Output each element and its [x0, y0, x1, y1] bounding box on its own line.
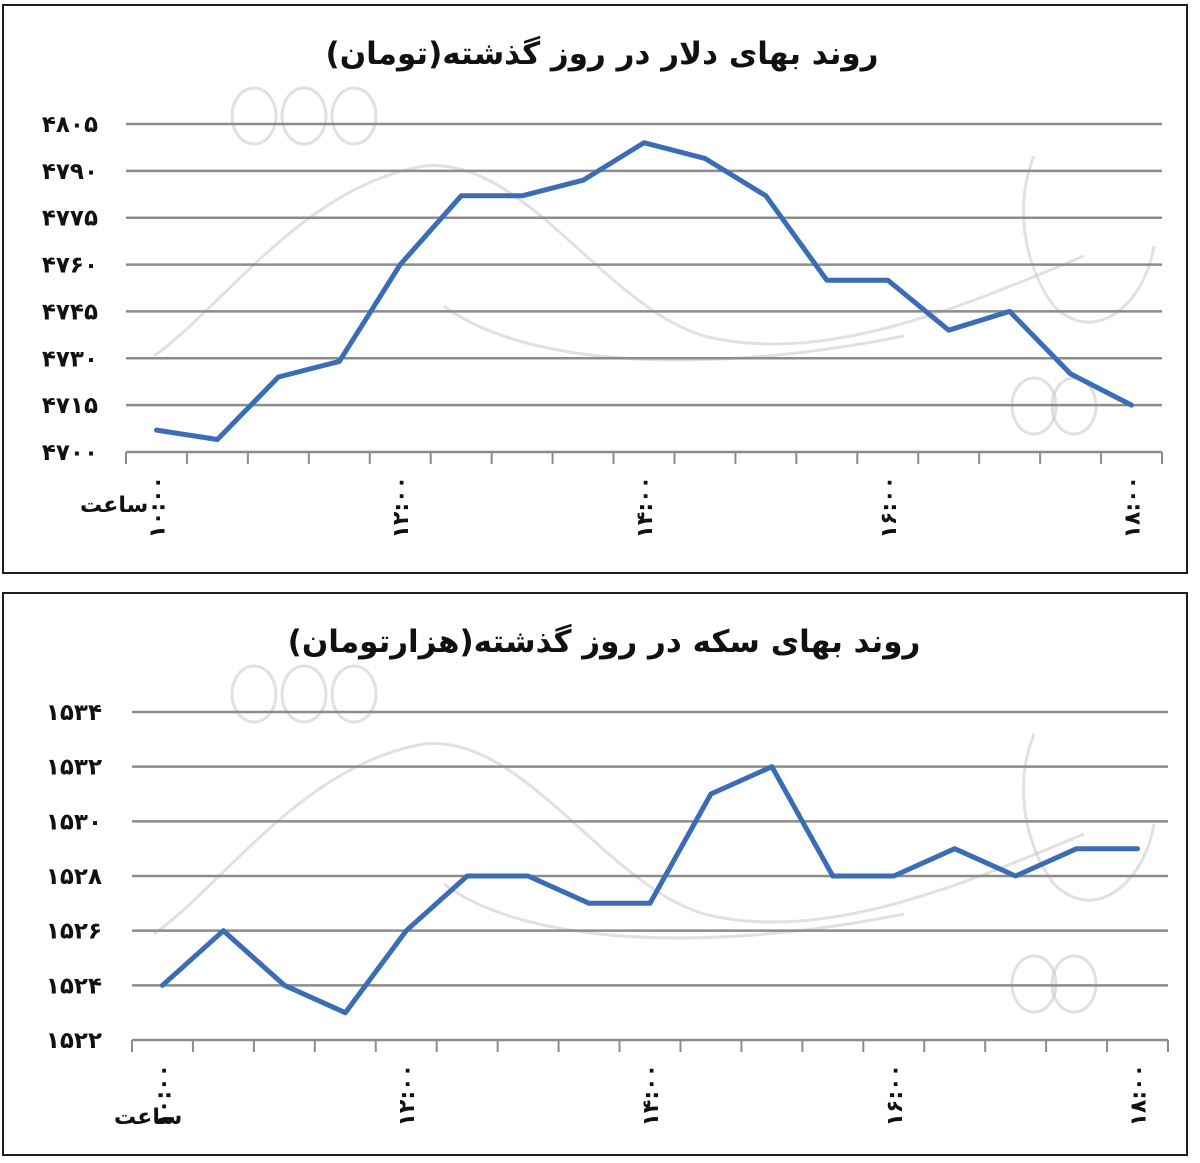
y-tick-label: ۴۷۱۵ — [42, 393, 98, 419]
y-tick-label: ۴۷۷۵ — [42, 206, 98, 232]
y-tick-label: ۱۵۲۶ — [46, 919, 102, 945]
x-tick-label: ۱۲:۰۰ — [395, 1064, 420, 1127]
y-grid — [126, 122, 1162, 454]
y-tick-label: ۱۵۳۴ — [46, 700, 102, 726]
y-tick-label: ۴۷۳۰ — [42, 346, 98, 372]
watermark — [153, 86, 1156, 436]
watermark — [153, 664, 1156, 1014]
series-line — [160, 764, 1140, 1016]
y-tick-label: ۴۷۰۰ — [42, 440, 98, 466]
y-tick-label: ۱۵۳۰ — [46, 809, 102, 835]
x-tick-label: ۱۴:۰۰ — [633, 476, 658, 539]
coin-chart-panel: روند بهای سکه در روز گذشته(هزارتومان) ۱۵… — [2, 592, 1188, 1156]
series-lines — [160, 764, 1140, 1016]
coin-chart: روند بهای سکه در روز گذشته(هزارتومان) ۱۵… — [46, 623, 1169, 1130]
x-axis — [131, 1040, 1169, 1052]
y-tick-label: ۴۷۴۵ — [42, 299, 98, 325]
x-tick-label: ۱۸:۰۰ — [1127, 1064, 1152, 1127]
x-axis — [125, 452, 1163, 464]
x-tick-label: ۱۸:۰۰ — [1121, 476, 1146, 539]
y-tick-labels: ۴۷۰۰ ۴۷۱۵ ۴۷۳۰ ۴۷۴۵ ۴۷۶۰ ۴۷۷۵ ۴۷۹۰ ۴۸۰۵ — [42, 112, 98, 466]
dollar-chart: روند بهای دلار در روز گذشته(تومان) ۴۷۰۰۴… — [42, 35, 1163, 539]
chart-title: روند بهای سکه در روز گذشته(هزارتومان) — [288, 623, 921, 660]
y-tick-labels: ۱۵۲۲ ۱۵۲۴ ۱۵۲۶ ۱۵۲۸ ۱۵۳۰ ۱۵۳۲ ۱۵۳۴ — [46, 700, 102, 1054]
x-axis-label: ساعت — [114, 1105, 182, 1130]
x-tick-label: ۱۰:۰۰ — [145, 476, 170, 539]
x-tick-labels: ۱۰:۰۰ ۱۲:۰۰ ۱۴:۰۰ ۱۶:۰۰ ۱۸:۰۰ — [145, 476, 1145, 539]
x-tick-labels: ۱۰:۰۰ ۱۲:۰۰ ۱۴:۰۰ ۱۶:۰۰ ۱۸:۰۰ — [151, 1064, 1151, 1127]
y-tick-label: ۱۵۲۸ — [46, 864, 102, 890]
y-tick-label: ۴۷۶۰ — [42, 253, 98, 279]
x-tick-label: ۱۶:۰۰ — [877, 476, 902, 539]
y-tick-label: ۴۷۹۰ — [42, 159, 98, 185]
series-line — [154, 140, 1134, 442]
x-tick-label: ۱۶:۰۰ — [883, 1064, 908, 1127]
x-tick-label: ۱۴:۰۰ — [639, 1064, 664, 1127]
x-tick-label: ۱۲:۰۰ — [389, 476, 414, 539]
chart-title: روند بهای دلار در روز گذشته(تومان) — [326, 35, 879, 72]
x-axis-label: ساعت — [80, 493, 148, 518]
y-grid — [132, 710, 1168, 1042]
y-tick-label: ۱۵۳۲ — [46, 755, 102, 781]
x-tick-label: ۱۰:۰۰ — [151, 1064, 176, 1127]
dollar-chart-panel: روند بهای دلار در روز گذشته(تومان) ۴۷۰۰ ۴… — [2, 4, 1188, 574]
series-lines — [154, 140, 1134, 442]
y-tick-label: ۱۵۲۴ — [46, 973, 102, 999]
y-tick-label: ۱۵۲۲ — [46, 1028, 102, 1054]
y-tick-label: ۴۸۰۵ — [42, 112, 98, 138]
